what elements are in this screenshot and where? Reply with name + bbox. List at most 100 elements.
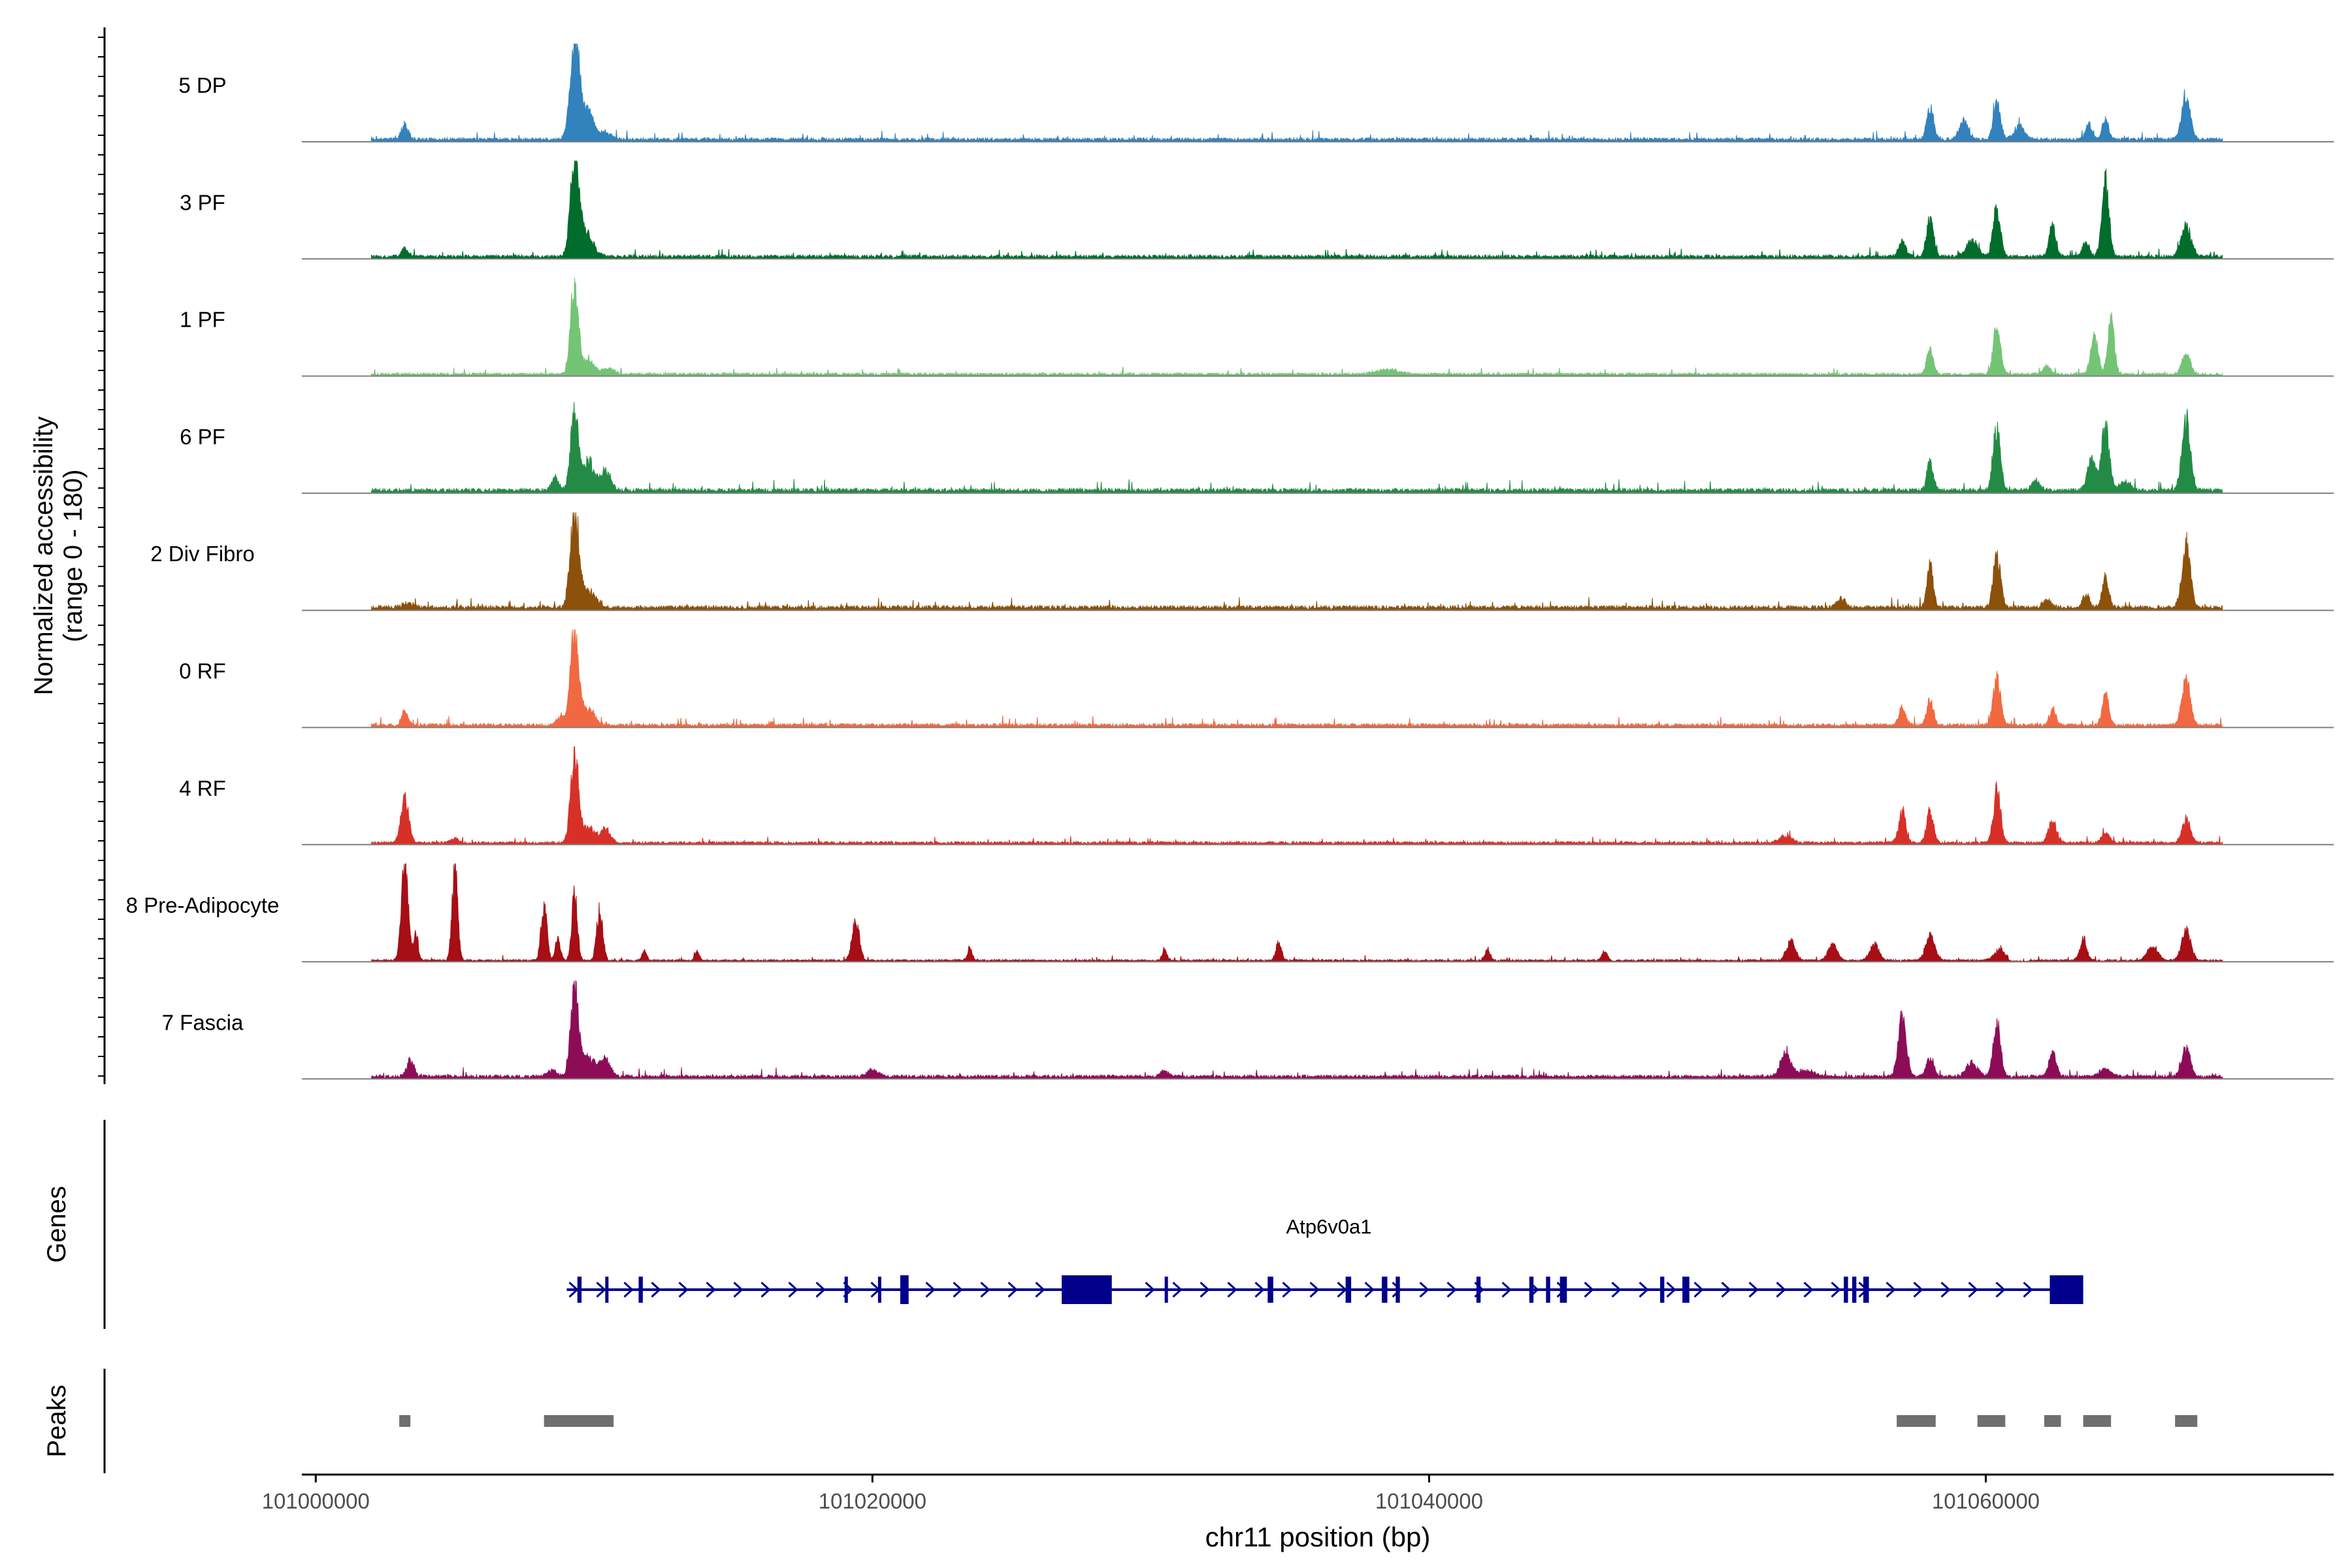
- coverage-tracks: 5 DP 3 PF 1 PF 6 PF 2 Div Fibro 0 RF 4 RF 8 Pre…: [126, 43, 2334, 1080]
- strand-arrow: [1419, 1281, 1429, 1298]
- gene-exon: [605, 1277, 609, 1303]
- peak-region: [544, 1415, 614, 1427]
- peaks-track-label: Peaks: [42, 1384, 71, 1457]
- strand-arrow: [1776, 1281, 1786, 1298]
- strand-arrow: [623, 1281, 634, 1298]
- strand-arrow: [1007, 1281, 1018, 1298]
- strand-arrow: [678, 1281, 689, 1298]
- track-1-pf: 1 PF: [180, 278, 2334, 377]
- strand-arrow: [1446, 1281, 1457, 1298]
- coverage-area: [371, 512, 2223, 611]
- track-0-rf: 0 RF: [179, 629, 2334, 728]
- coverage-area: [370, 746, 2223, 845]
- x-axis: chr11 position (bp) 101000000 101020000 10…: [262, 1473, 2334, 1552]
- y-axis: [98, 27, 106, 1085]
- strand-arrow: [1886, 1281, 1896, 1298]
- track-4-rf: 4 RF: [179, 746, 2334, 845]
- track-label: 8 Pre-Adipocyte: [126, 893, 280, 917]
- peak-region: [1897, 1415, 1936, 1427]
- strand-arrow: [925, 1281, 936, 1298]
- coverage-area: [370, 402, 2223, 494]
- gene-exon: [1062, 1275, 1112, 1304]
- track-label: 1 PF: [180, 308, 225, 332]
- strand-arrow: [1145, 1281, 1155, 1298]
- gene-exon: [2050, 1275, 2083, 1304]
- gene-exon: [638, 1277, 643, 1303]
- gene-exon: [1844, 1277, 1848, 1303]
- strand-arrow: [1995, 1281, 2006, 1298]
- strand-arrow: [1831, 1281, 1841, 1298]
- peak-region: [2175, 1415, 2198, 1427]
- gene-exon: [1164, 1277, 1168, 1303]
- strand-arrow: [760, 1281, 771, 1298]
- gene-exon: [1396, 1277, 1400, 1303]
- coverage-area: [370, 629, 2223, 728]
- strand-arrow: [1666, 1281, 1676, 1298]
- strand-arrow: [1693, 1281, 1704, 1298]
- track-5-dp: 5 DP: [178, 43, 2334, 142]
- peak-region: [2083, 1415, 2112, 1427]
- coverage-area: [370, 863, 2223, 963]
- strand-arrow: [1584, 1281, 1594, 1298]
- gene-exon: [1863, 1277, 1869, 1303]
- strand-arrow: [788, 1281, 798, 1298]
- gene-exon: [900, 1275, 909, 1304]
- coverage-area: [371, 43, 2223, 142]
- track-label: 0 RF: [179, 659, 226, 683]
- gene-exon: [1852, 1277, 1857, 1303]
- x-tick-label: 101060000: [1932, 1489, 2040, 1513]
- strand-arrow: [1200, 1281, 1210, 1298]
- x-tick-label: 101040000: [1375, 1489, 1483, 1513]
- gene-exon: [844, 1277, 848, 1303]
- strand-arrow: [1337, 1281, 1347, 1298]
- gene-exon: [577, 1277, 582, 1303]
- gene-exon: [1529, 1277, 1534, 1303]
- gene-exon: [1546, 1277, 1550, 1303]
- track-2-div-fibro: 2 Div Fibro: [150, 512, 2334, 612]
- y-axis-range-label: (range 0 - 180): [59, 469, 88, 642]
- track-label: 5 DP: [178, 73, 226, 97]
- strand-arrow: [651, 1281, 661, 1298]
- x-axis-label: chr11 position (bp): [1205, 1522, 1431, 1552]
- strand-arrow: [953, 1281, 963, 1298]
- strand-arrow: [1639, 1281, 1649, 1298]
- strand-arrow: [733, 1281, 743, 1298]
- strand-arrow: [1968, 1281, 1978, 1298]
- strand-arrow: [1172, 1281, 1183, 1298]
- track-8-pre-adipocyte: 8 Pre-Adipocyte: [126, 863, 2334, 963]
- gene-exon: [1660, 1277, 1665, 1303]
- gene-exon: [1345, 1277, 1352, 1303]
- strand-arrow: [1803, 1281, 1814, 1298]
- track-label: 4 RF: [179, 776, 226, 800]
- x-tick-label: 101020000: [819, 1489, 926, 1513]
- strand-arrow: [815, 1281, 826, 1298]
- y-axis-label: Normalized accessibility: [29, 416, 58, 695]
- peaks-track: Peaks: [42, 1369, 2198, 1473]
- strand-arrow: [1309, 1281, 1320, 1298]
- track-label: 3 PF: [180, 190, 225, 214]
- peak-region: [2044, 1415, 2061, 1427]
- strand-arrow: [568, 1281, 579, 1298]
- genes-track-label: Genes: [42, 1186, 71, 1263]
- strand-arrow: [1913, 1281, 1923, 1298]
- gene-exon: [1476, 1277, 1481, 1303]
- strand-arrow: [706, 1281, 716, 1298]
- coverage-area: [370, 979, 2223, 1080]
- gene-exon: [1267, 1277, 1273, 1303]
- gene-exon: [1560, 1277, 1567, 1303]
- coverage-area: [370, 278, 2223, 377]
- track-6-pf: 6 PF: [180, 402, 2334, 494]
- track-label: 2 Div Fibro: [150, 542, 255, 566]
- strand-arrow: [1392, 1281, 1402, 1298]
- strand-arrow: [1940, 1281, 1951, 1298]
- gene-exon: [1682, 1277, 1690, 1303]
- track-label: 7 Fascia: [162, 1010, 244, 1034]
- track-7-fascia: 7 Fascia: [162, 979, 2334, 1080]
- x-tick-label: 101000000: [262, 1489, 370, 1513]
- gene-name-label: Atp6v0a1: [1286, 1215, 1372, 1238]
- track-label: 6 PF: [180, 425, 225, 449]
- strand-arrow: [1035, 1281, 1045, 1298]
- peak-region: [399, 1415, 411, 1427]
- strand-arrow: [980, 1281, 990, 1298]
